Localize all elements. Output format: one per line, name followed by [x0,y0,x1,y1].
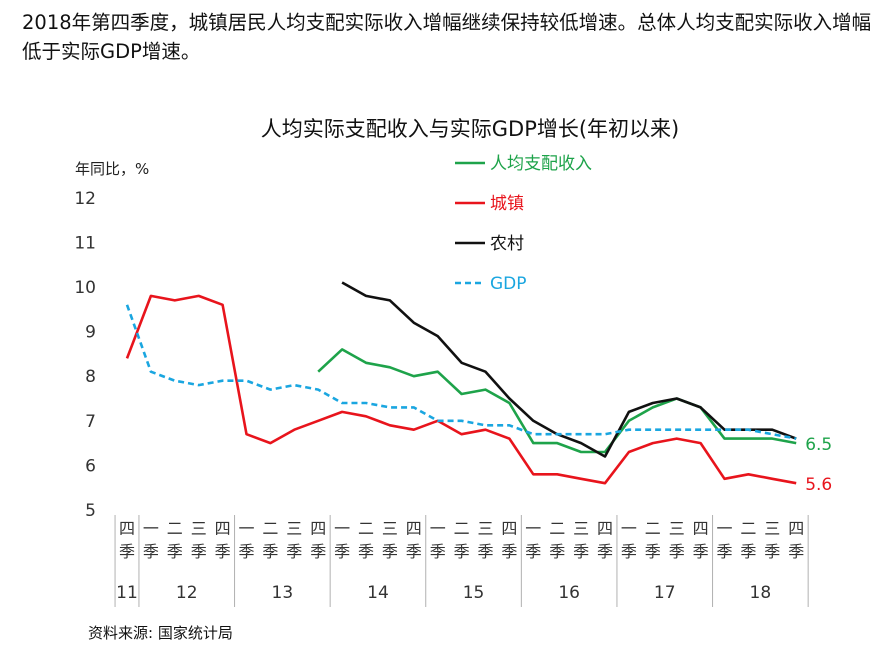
legend-label-0: 人均支配收入 [490,154,592,174]
x-year-label: 18 [750,583,772,603]
x-quarter-label: 四 [501,519,517,538]
x-quarter-label: 季 [597,542,613,561]
x-quarter-label: 三 [764,519,780,538]
y-tick-label: 7 [85,412,96,432]
x-year-label: 17 [654,583,676,603]
x-quarter-label: 一 [716,519,732,538]
x-quarter-label: 季 [764,542,780,561]
x-year-label: 11 [116,583,138,603]
y-tick-label: 8 [85,367,96,387]
x-quarter-label: 季 [167,542,183,561]
x-quarter-label: 三 [286,519,302,538]
x-quarter-label: 二 [167,519,183,538]
y-axis-label: 年同比，% [75,160,149,178]
x-quarter-label: 二 [454,519,470,538]
x-quarter-label: 季 [454,542,470,561]
x-quarter-label: 季 [262,542,278,561]
x-quarter-label: 一 [238,519,254,538]
x-quarter-label: 季 [669,542,685,561]
x-year-label: 15 [463,583,485,603]
x-quarter-label: 季 [215,542,231,561]
x-year-label: 13 [272,583,294,603]
x-quarter-label: 季 [119,542,135,561]
x-quarter-label: 季 [286,542,302,561]
x-quarter-label: 季 [501,542,517,561]
x-quarter-label: 季 [716,542,732,561]
y-tick-label: 9 [85,323,96,343]
x-quarter-label: 四 [310,519,326,538]
x-quarter-label: 一 [430,519,446,538]
x-quarter-label: 季 [358,542,374,561]
x-quarter-label: 四 [597,519,613,538]
x-quarter-label: 三 [191,519,207,538]
x-quarter-label: 季 [549,542,565,561]
y-tick-label: 6 [85,456,96,476]
x-quarter-label: 季 [430,542,446,561]
x-quarter-label: 季 [573,542,589,561]
x-quarter-label: 四 [406,519,422,538]
x-quarter-label: 三 [477,519,493,538]
y-tick-label: 12 [74,189,96,209]
legend-label-2: 农村 [490,234,524,254]
end-value-label: 5.6 [805,475,832,495]
series-line-3 [125,304,797,440]
series-line-2 [341,281,797,458]
x-quarter-label: 季 [477,542,493,561]
x-quarter-label: 一 [525,519,541,538]
x-quarter-label: 季 [693,542,709,561]
x-quarter-label: 三 [382,519,398,538]
x-quarter-label: 四 [693,519,709,538]
end-value-label: 6.5 [805,435,832,455]
chart-title: 人均实际支配收入与实际GDP增长(年初以来) [261,117,680,141]
legend-label-3: GDP [490,274,527,294]
x-quarter-label: 二 [740,519,756,538]
x-quarter-label: 三 [669,519,685,538]
x-quarter-label: 季 [621,542,637,561]
x-year-label: 16 [558,583,580,603]
x-quarter-label: 季 [143,542,159,561]
x-quarter-label: 四 [788,519,804,538]
y-tick-label: 10 [74,278,96,298]
legend-label-1: 城镇 [490,194,524,214]
headline: 2018年第四季度，城镇居民人均支配实际收入增幅继续保持较低增速。总体人均支配实… [22,11,872,63]
y-tick-label: 5 [85,501,96,521]
x-quarter-label: 二 [358,519,374,538]
x-quarter-label: 二 [645,519,661,538]
x-quarter-label: 一 [334,519,350,538]
series-line-0 [317,348,797,454]
x-quarter-label: 季 [334,542,350,561]
x-quarter-label: 季 [191,542,207,561]
x-quarter-label: 二 [262,519,278,538]
x-quarter-label: 季 [382,542,398,561]
series-line-1 [125,294,797,485]
x-quarter-label: 二 [549,519,565,538]
x-quarter-label: 季 [740,542,756,561]
x-quarter-label: 季 [788,542,804,561]
x-quarter-label: 季 [238,542,254,561]
x-quarter-label: 一 [143,519,159,538]
x-year-label: 12 [176,583,198,603]
y-tick-label: 11 [74,233,96,253]
x-quarter-label: 四 [119,519,135,538]
x-year-label: 14 [367,583,389,603]
x-quarter-label: 四 [215,519,231,538]
x-quarter-label: 一 [621,519,637,538]
x-quarter-label: 季 [406,542,422,561]
x-quarter-label: 季 [645,542,661,561]
x-quarter-label: 三 [573,519,589,538]
x-quarter-label: 季 [525,542,541,561]
x-quarter-label: 季 [310,542,326,561]
source-note: 资料来源: 国家统计局 [88,624,233,642]
